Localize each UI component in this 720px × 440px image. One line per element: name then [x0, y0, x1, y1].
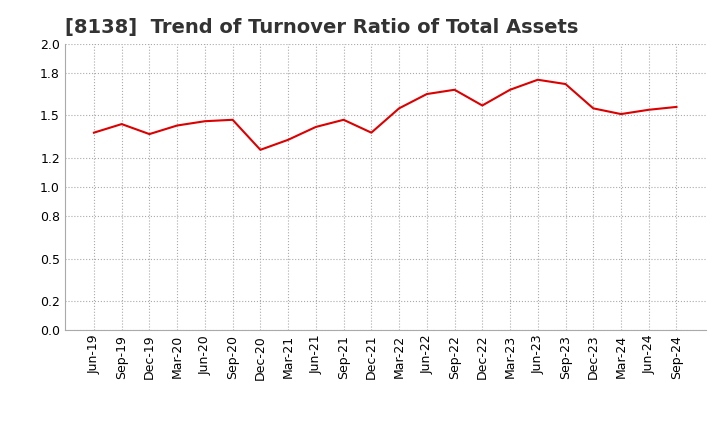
Text: [8138]  Trend of Turnover Ratio of Total Assets: [8138] Trend of Turnover Ratio of Total … [65, 18, 578, 37]
